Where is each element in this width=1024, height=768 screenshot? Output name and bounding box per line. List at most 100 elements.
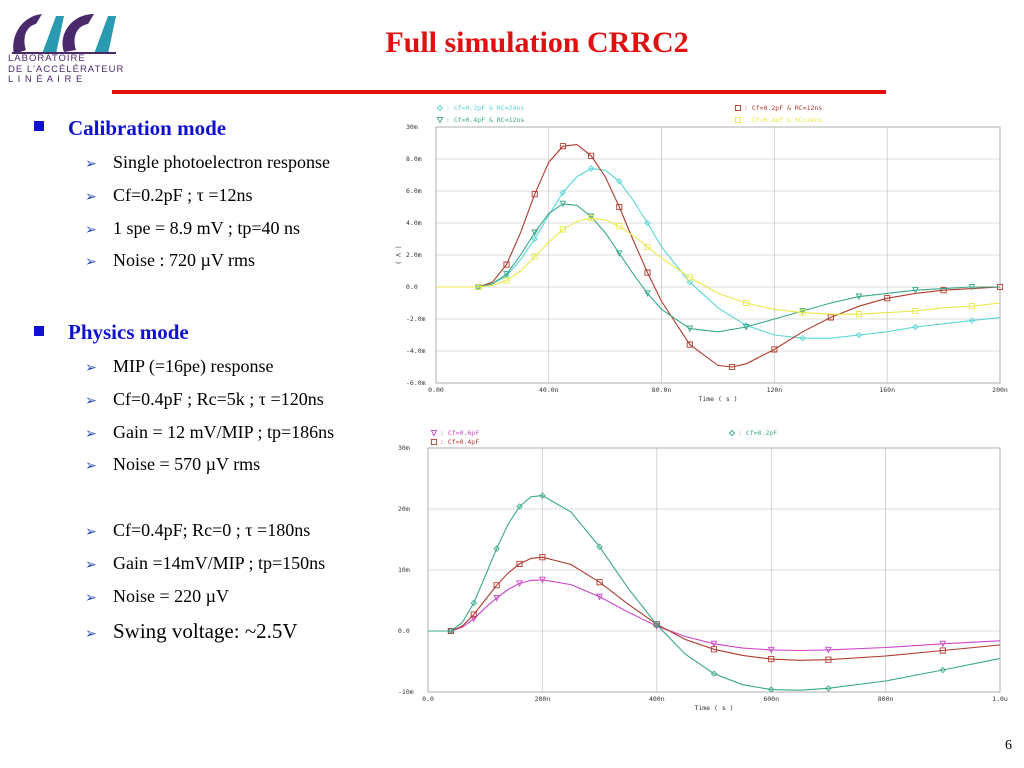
legend-marker xyxy=(734,104,742,112)
arrow-bullet-icon: ➢ xyxy=(85,223,97,238)
physics-heading: Physics mode xyxy=(68,320,189,344)
series-line xyxy=(428,556,1001,661)
data-point-marker xyxy=(825,646,832,654)
legend-marker xyxy=(430,438,438,446)
data-point-marker xyxy=(516,580,523,588)
list-item: ➢ Noise : 720 µV rms xyxy=(85,250,255,271)
data-point-marker xyxy=(503,261,510,268)
title-underline xyxy=(112,90,886,94)
list-item-text: Noise : 720 µV rms xyxy=(113,250,256,270)
data-point-marker xyxy=(587,213,595,221)
legend-marker xyxy=(734,116,742,124)
data-point-marker xyxy=(644,290,651,298)
data-point-marker xyxy=(559,200,567,208)
legend-label: : Cf=0.2pF & RC=12ns xyxy=(744,104,822,112)
y-tick-label: 0.0 xyxy=(406,283,418,291)
arrow-bullet-icon: ➢ xyxy=(85,459,97,474)
list-item: ➢ Cf=0.4pF; Rc=0 ; τ =180ns xyxy=(85,520,310,541)
legend-marker xyxy=(430,429,438,437)
arrow-bullet-icon: ➢ xyxy=(85,558,97,573)
data-point-marker xyxy=(539,576,546,584)
data-point-marker xyxy=(767,646,775,654)
data-point-marker xyxy=(493,582,500,589)
x-tick-label: 80.0n xyxy=(652,386,672,394)
y-tick-label: 20m xyxy=(398,505,410,513)
data-point-marker xyxy=(596,543,603,551)
data-point-marker xyxy=(588,215,595,222)
x-tick-label: 160n xyxy=(879,386,895,394)
data-point-marker xyxy=(767,686,775,693)
data-point-marker xyxy=(729,363,736,371)
legend-marker xyxy=(436,104,444,112)
data-point-marker xyxy=(531,229,539,237)
data-point-marker xyxy=(827,314,834,321)
data-point-marker xyxy=(653,621,661,629)
x-tick-label: 600n xyxy=(763,695,779,703)
x-tick-label: 400n xyxy=(649,695,665,703)
series-line xyxy=(436,203,1000,333)
data-point-marker xyxy=(710,670,718,677)
list-item: ➢ Gain = 12 mV/MIP ; tp=186ns xyxy=(85,422,334,443)
data-point-marker xyxy=(939,640,947,648)
x-tick-label: 800n xyxy=(878,695,894,703)
x-axis-label: Time ( s ) xyxy=(698,395,737,403)
data-point-marker xyxy=(686,278,694,286)
data-point-marker xyxy=(686,341,693,348)
y-tick-label: -6.0m xyxy=(406,379,426,387)
data-point-marker xyxy=(768,656,775,663)
x-tick-label: 40.0n xyxy=(539,386,559,394)
series-line xyxy=(436,144,1001,368)
data-point-marker xyxy=(825,685,832,692)
arrow-bullet-icon: ➢ xyxy=(85,427,97,442)
y-tick-label: -2.0m xyxy=(406,315,426,323)
list-item-text: Cf=0.2pF ; τ =12ns xyxy=(113,185,253,205)
data-point-marker xyxy=(447,627,454,635)
data-point-marker xyxy=(855,331,863,339)
y-tick-label: 0.0 xyxy=(398,627,410,635)
list-item: ➢ Gain =14mV/MIP ; tp=150ns xyxy=(85,553,325,574)
list-item-text: 1 spe = 8.9 mV ; tp=40 ns xyxy=(113,218,300,238)
y-axis-label: ( V ) xyxy=(394,245,402,265)
data-point-marker xyxy=(686,274,693,281)
data-point-marker xyxy=(493,595,500,602)
data-point-marker xyxy=(516,503,523,510)
data-point-marker xyxy=(939,647,946,654)
x-tick-label: 200n xyxy=(535,695,551,703)
data-point-marker xyxy=(559,143,566,150)
logo-text: LABORATOIRE DE L'ACCÉLÉRATEUR L I N É A … xyxy=(8,53,125,86)
arrow-bullet-icon: ➢ xyxy=(85,361,97,376)
logo-line-1: LABORATOIRE xyxy=(8,53,86,64)
list-item-text: MIP (=16pe) response xyxy=(113,356,274,376)
data-point-marker xyxy=(855,293,863,301)
legend-label: : Cf=0.6pF xyxy=(440,429,479,437)
data-point-marker xyxy=(559,189,567,196)
data-point-marker xyxy=(539,492,546,499)
data-point-marker xyxy=(531,191,538,198)
arrow-bullet-icon: ➢ xyxy=(85,190,97,205)
y-tick-label: -10m xyxy=(398,688,414,696)
arrow-bullet-icon: ➢ xyxy=(85,627,97,642)
arrow-bullet-icon: ➢ xyxy=(85,157,97,172)
data-point-marker xyxy=(644,219,651,227)
legend-label: : Cf=0.4pF & RC=12ns xyxy=(446,116,524,124)
series-line xyxy=(436,168,1001,339)
data-point-marker xyxy=(996,283,1004,291)
data-point-marker xyxy=(968,303,975,310)
legend-label: : Cf=0.4pF xyxy=(440,438,479,446)
legend-label: : Cf=0.4pF & RC=24ns xyxy=(744,116,822,124)
logo-line-2: DE L'ACCÉLÉRATEUR xyxy=(8,63,125,75)
arrow-bullet-icon: ➢ xyxy=(85,591,97,606)
data-point-marker xyxy=(912,287,919,294)
data-point-marker xyxy=(447,627,455,635)
data-point-marker xyxy=(531,253,538,260)
x-tick-label: 200n xyxy=(992,386,1008,394)
y-tick-label: -4.0m xyxy=(406,347,426,355)
data-point-marker xyxy=(884,295,891,302)
x-tick-label: 0.00 xyxy=(428,386,444,394)
x-axis-label: Time ( s ) xyxy=(694,704,733,712)
list-item: ➢ Single photoelectron response xyxy=(85,152,330,173)
list-item: ➢ Cf=0.4pF ; Rc=5k ; τ =120ns xyxy=(85,389,324,410)
data-point-marker xyxy=(743,299,750,307)
data-point-marker xyxy=(615,250,623,258)
data-point-marker xyxy=(470,615,478,623)
